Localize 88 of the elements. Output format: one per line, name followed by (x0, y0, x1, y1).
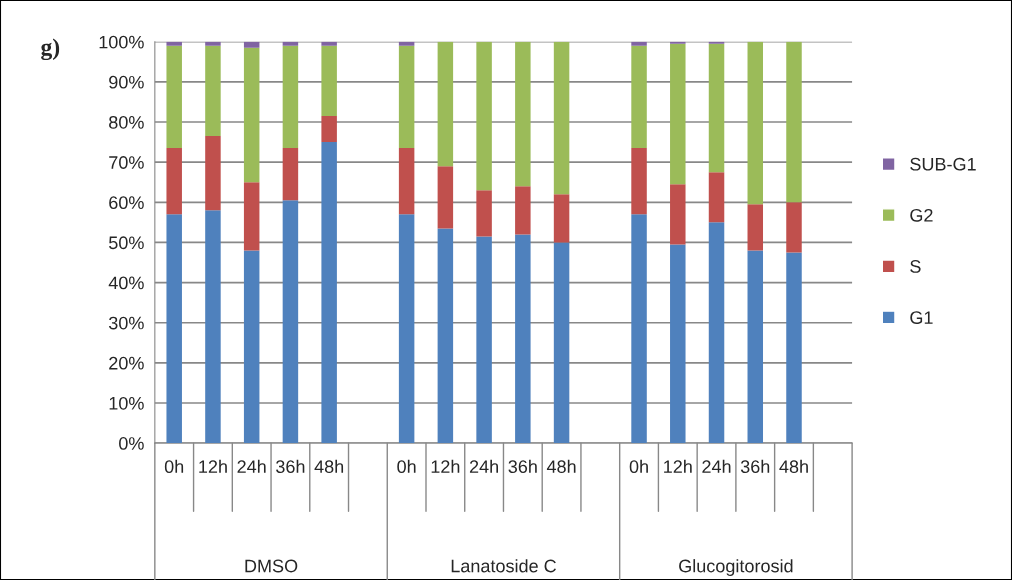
bar (670, 41, 686, 44)
x-tick-label: 0h (397, 459, 416, 474)
x-tick-label: 24h (702, 459, 731, 473)
x-tick-label: 12h (664, 459, 692, 473)
bar (670, 43, 686, 185)
bar (166, 45, 182, 149)
bar (437, 41, 454, 167)
y-tick-label: 100% (99, 35, 144, 49)
bar (747, 250, 764, 444)
x-tick-label: 36h (276, 459, 305, 474)
bar (553, 194, 570, 243)
bar (166, 214, 182, 444)
bar (243, 250, 260, 444)
bar (515, 234, 531, 444)
bar (515, 186, 531, 235)
bar (205, 136, 221, 211)
bar (282, 41, 299, 46)
bar (282, 200, 299, 444)
bar (243, 47, 260, 183)
bar (321, 116, 337, 143)
bar (670, 244, 686, 444)
bar (282, 148, 299, 201)
bar (166, 148, 182, 215)
legend-label: G1 (910, 311, 933, 324)
x-tick-label: 48h (779, 459, 808, 474)
x-tick-label: 24h (469, 459, 498, 473)
bar (321, 41, 337, 46)
bar (631, 214, 647, 444)
y-tick-label: 30% (108, 316, 144, 330)
bar (708, 222, 725, 444)
bar (166, 41, 182, 46)
bar (243, 182, 260, 251)
y-tick-label: 20% (109, 356, 144, 370)
y-tick-label: 50% (109, 236, 144, 250)
bar (631, 41, 647, 46)
y-tick-label: 90% (109, 75, 144, 89)
x-tick-label: 36h (508, 459, 537, 474)
x-tick-label: 48h (314, 459, 344, 474)
bar (398, 214, 415, 444)
bar (476, 236, 492, 444)
bar (437, 228, 454, 444)
bar (708, 43, 725, 173)
bar (747, 204, 764, 251)
y-tick-label: 80% (109, 115, 144, 129)
bar (205, 210, 221, 444)
x-tick-label: 0h (629, 459, 648, 474)
y-tick-label: 60% (109, 196, 144, 210)
bar (708, 172, 725, 223)
bar (282, 45, 299, 149)
bar (747, 41, 764, 205)
bar (670, 184, 686, 245)
bar (243, 41, 260, 48)
bar (553, 242, 570, 444)
bar (321, 45, 337, 117)
bar (205, 45, 221, 137)
bar (553, 41, 570, 195)
bar (786, 202, 802, 253)
text: g) (41, 38, 60, 61)
bar (398, 41, 415, 46)
bar (476, 41, 492, 191)
bar (476, 190, 492, 237)
legend-label: SUB-G1 (910, 157, 976, 171)
x-tick-label: 24h (237, 459, 266, 473)
y-tick-label: 40% (108, 276, 144, 290)
bar (398, 45, 415, 149)
x-tick-label: 48h (546, 459, 576, 474)
bar (708, 41, 725, 44)
legend-label: S (910, 260, 921, 273)
x-tick-label: 12h (431, 459, 460, 473)
x-tick-label: 36h (740, 459, 770, 474)
y-tick-label: 70% (109, 156, 144, 169)
bar (398, 148, 415, 215)
text: Glucogitorosid (679, 559, 793, 576)
bar (205, 41, 221, 46)
bar (631, 148, 647, 215)
text: Lanatoside C (451, 559, 556, 573)
x-tick-label: 0h (164, 459, 184, 474)
bar (515, 41, 531, 187)
bar (786, 252, 802, 444)
bar (631, 45, 647, 149)
bar (437, 166, 454, 229)
y-tick-label: 0% (119, 437, 144, 450)
y-tick-label: 10% (109, 396, 144, 410)
x-tick-label: 12h (199, 459, 227, 473)
bar (321, 142, 337, 444)
text: DMSO (245, 559, 298, 573)
legend-label: G2 (910, 208, 933, 222)
bar (786, 41, 802, 203)
